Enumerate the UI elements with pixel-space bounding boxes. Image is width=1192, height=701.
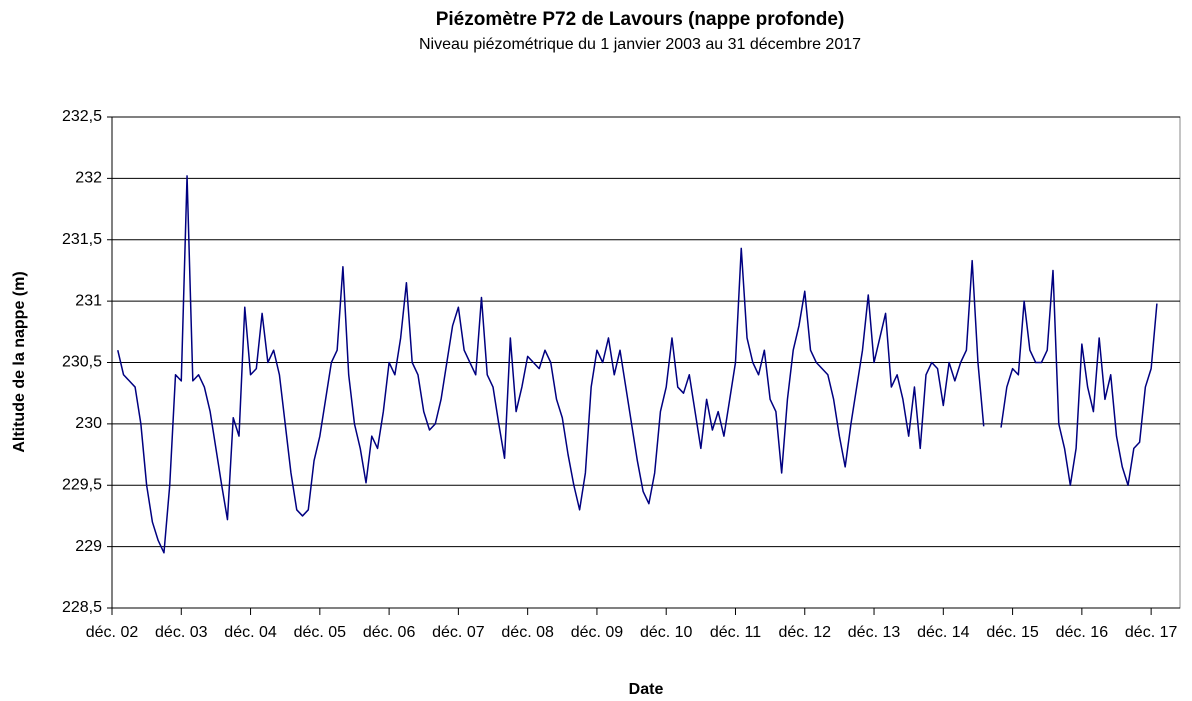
x-tick-label: déc. 15	[986, 624, 1039, 641]
y-tick-label: 230,5	[62, 354, 102, 371]
y-tick-label: 231	[75, 292, 102, 309]
x-tick-label: déc. 06	[363, 624, 416, 641]
y-tick-label: 228,5	[62, 599, 102, 616]
x-tick-label: déc. 04	[224, 624, 277, 641]
x-tick-label: déc. 07	[432, 624, 485, 641]
x-tick-label: déc. 11	[710, 624, 761, 641]
y-tick-label: 229,5	[62, 476, 102, 493]
x-tick-label: déc. 09	[571, 624, 624, 641]
x-tick-label: déc. 12	[779, 624, 832, 641]
y-axis-label: Altitude de la nappe (m)	[11, 271, 28, 452]
y-tick-label: 230	[75, 415, 102, 432]
x-tick-label: déc. 10	[640, 624, 693, 641]
x-tick-label: déc. 13	[848, 624, 901, 641]
y-tick-label: 232,5	[62, 108, 102, 125]
chart-subtitle: Niveau piézométrique du 1 janvier 2003 a…	[419, 36, 861, 53]
y-tick-label: 232	[75, 170, 102, 187]
x-tick-label: déc. 05	[294, 624, 347, 641]
y-tick-label: 231,5	[62, 231, 102, 248]
x-tick-label: déc. 08	[501, 624, 554, 641]
x-tick-label: déc. 02	[86, 624, 139, 641]
x-tick-label: déc. 03	[155, 624, 208, 641]
y-tick-label: 229	[75, 538, 102, 555]
x-axis-label: Date	[629, 681, 664, 698]
x-tick-label: déc. 14	[917, 624, 970, 641]
chart-title: Piézomètre P72 de Lavours (nappe profond…	[436, 9, 845, 30]
data-line	[117, 175, 1158, 554]
x-tick-label: déc. 17	[1125, 624, 1178, 641]
x-tick-label: déc. 16	[1056, 624, 1109, 641]
